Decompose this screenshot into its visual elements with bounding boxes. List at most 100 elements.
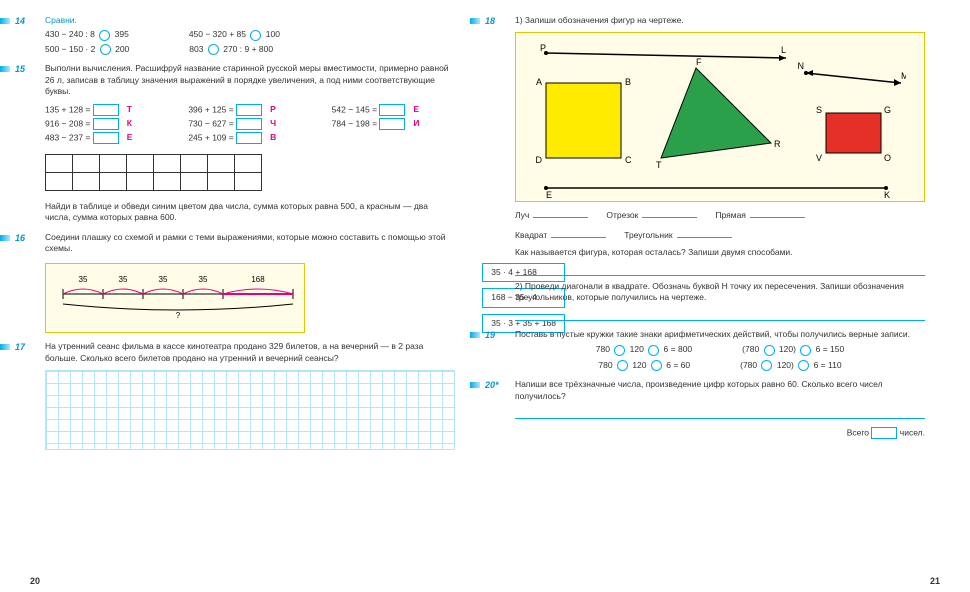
task-15: 15 Выполни вычисления. Расшифруй названи… (45, 63, 455, 223)
answer-line[interactable] (642, 208, 697, 218)
svg-text:35: 35 (199, 275, 208, 284)
compare-circle[interactable] (100, 44, 111, 55)
compare-circle[interactable] (99, 30, 110, 41)
answer-table[interactable] (45, 154, 262, 191)
expression: 780 120 6 = 800 (596, 344, 692, 355)
task-text: Поставь в пустые кружки такие знаки ариф… (515, 329, 925, 340)
task-marker-icon (0, 344, 10, 350)
answer-line[interactable] (750, 208, 805, 218)
answer-line[interactable] (677, 228, 732, 238)
svg-text:L: L (781, 45, 786, 55)
calc-item: 730 − 627 = Ч (188, 118, 311, 130)
task-number: 20 (485, 379, 499, 391)
answer-row: Луч Отрезок Прямая (515, 208, 925, 221)
svg-text:T: T (656, 160, 662, 170)
calc-item: 483 − 237 = Е (45, 132, 168, 144)
svg-text:K: K (884, 190, 890, 198)
answer-box[interactable] (93, 132, 119, 144)
total-row: Всего чисел. (515, 427, 925, 439)
task-number: 16 (15, 232, 25, 244)
expression: 780 120 6 = 60 (598, 360, 690, 371)
calc-item: 396 + 125 = Р (188, 104, 311, 116)
task-16: 16 Соедини плашку со схемой и рамки с те… (45, 232, 455, 333)
answer-box[interactable] (236, 118, 262, 130)
expression: (780 120) 6 = 110 (740, 360, 841, 371)
op-circle[interactable] (798, 360, 809, 371)
calc-item: 784 − 198 = И (332, 118, 455, 130)
op-circle[interactable] (651, 360, 662, 371)
svg-text:E: E (546, 190, 552, 198)
page-number: 20 (30, 576, 40, 586)
answer-box[interactable] (379, 104, 405, 116)
task-part2: 2) Проведи диагонали в квадрате. Обознач… (515, 281, 925, 304)
answer-line[interactable] (533, 208, 588, 218)
calc-item: 245 + 109 = В (188, 132, 311, 144)
op-circle[interactable] (764, 345, 775, 356)
right-page: 18 1) Запиши обозначения фигур на чертеж… (485, 0, 970, 592)
svg-text:O: O (884, 153, 891, 163)
svg-text:35: 35 (119, 275, 128, 284)
calc-grid: 135 + 128 = Т 396 + 125 = Р 542 − 145 = … (45, 104, 455, 144)
task-text: Соедини плашку со схемой и рамки с теми … (45, 232, 455, 255)
svg-text:G: G (884, 105, 891, 115)
answer-line[interactable] (551, 228, 606, 238)
answer-box[interactable] (871, 427, 897, 439)
svg-text:S: S (816, 105, 822, 115)
answer-box[interactable] (236, 132, 262, 144)
op-circle[interactable] (648, 345, 659, 356)
comparison-row: 430 − 240 : 8 395 450 − 320 + 85 100 (45, 29, 455, 40)
task-marker-icon (0, 66, 10, 72)
expression: 450 − 320 + 85 100 (189, 29, 280, 40)
comparison-row: 500 − 150 · 2 200 803 270 : 9 + 800 (45, 44, 455, 55)
expression: 803 270 : 9 + 800 (189, 44, 273, 55)
svg-text:D: D (536, 155, 543, 165)
left-page: 14 Сравни. 430 − 240 : 8 395 450 − 320 +… (0, 0, 485, 592)
calc-item: 916 − 208 = К (45, 118, 168, 130)
calc-item: 542 − 145 = Е (332, 104, 455, 116)
calc-item: 135 + 128 = Т (45, 104, 168, 116)
svg-text:C: C (625, 155, 632, 165)
task-marker-icon (0, 18, 10, 24)
svg-text:35: 35 (159, 275, 168, 284)
answer-line[interactable] (515, 407, 925, 419)
task-question: Как называется фигура, которая осталась?… (515, 247, 925, 258)
task-number: 18 (485, 15, 495, 27)
answer-line[interactable] (515, 309, 925, 321)
svg-text:M: M (901, 71, 906, 81)
answer-box[interactable] (93, 118, 119, 130)
geometry-figure: P L N M A B D C F T R (515, 32, 925, 202)
svg-text:A: A (536, 77, 542, 87)
task-marker-icon (470, 332, 480, 338)
op-circle[interactable] (614, 345, 625, 356)
answer-box[interactable] (236, 104, 262, 116)
expr-row: 780 120 6 = 800 (780 120) 6 = 150 (515, 344, 925, 355)
compare-circle[interactable] (250, 30, 261, 41)
answer-box[interactable] (93, 104, 119, 116)
svg-text:?: ? (176, 311, 181, 319)
page-number: 21 (930, 576, 940, 586)
op-circle[interactable] (617, 360, 628, 371)
svg-text:F: F (696, 57, 702, 67)
expr-row: 780 120 6 = 60 (780 120) 6 = 110 (515, 360, 925, 371)
task-marker-icon (0, 235, 10, 241)
svg-text:168: 168 (251, 275, 265, 284)
task-note: Найди в таблице и обведи синим цветом дв… (45, 201, 455, 224)
task-20: 20 Напиши все трёхзначные числа, произве… (515, 379, 925, 439)
answer-line[interactable] (515, 264, 925, 276)
svg-text:N: N (798, 61, 805, 71)
scheme-diagram: 35 35 35 35 168 ? (45, 263, 305, 333)
task-18: 18 1) Запиши обозначения фигур на чертеж… (515, 15, 925, 321)
answer-row: Квадрат Треугольник (515, 228, 925, 241)
expression: 430 − 240 : 8 395 (45, 29, 129, 40)
op-circle[interactable] (800, 345, 811, 356)
svg-text:R: R (774, 139, 781, 149)
task-marker-icon (470, 382, 480, 388)
compare-circle[interactable] (208, 44, 219, 55)
svg-text:V: V (816, 153, 822, 163)
expression: (780 120) 6 = 150 (742, 344, 844, 355)
svg-text:35: 35 (79, 275, 88, 284)
task-19: 19 Поставь в пустые кружки такие знаки а… (515, 329, 925, 371)
answer-box[interactable] (379, 118, 405, 130)
op-circle[interactable] (761, 360, 772, 371)
work-grid[interactable] (45, 370, 455, 450)
